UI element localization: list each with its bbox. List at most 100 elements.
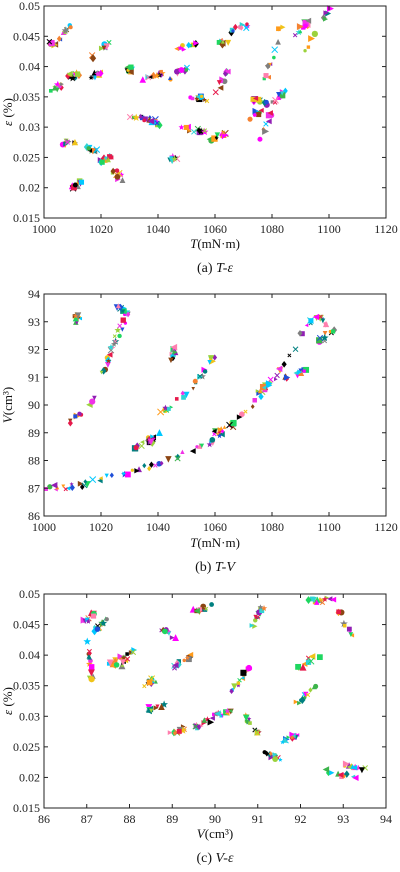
- data-point: [105, 157, 111, 163]
- data-point: [292, 33, 298, 38]
- data-point: [114, 168, 120, 173]
- plot-frame: [43, 5, 387, 219]
- x-tick-label: 92: [295, 812, 307, 826]
- data-point: [140, 440, 145, 445]
- data-point: [316, 334, 324, 342]
- x-tick-label: 1020: [89, 520, 113, 534]
- data-point: [216, 39, 222, 45]
- x-tick-label: 1100: [317, 520, 341, 534]
- x-tick-label: 1000: [32, 222, 56, 236]
- data-point: [236, 681, 241, 685]
- data-point: [206, 136, 213, 142]
- data-point: [61, 484, 66, 489]
- data-point: [113, 662, 120, 668]
- data-point: [220, 39, 225, 44]
- data-point: [207, 355, 215, 362]
- data-point: [199, 94, 204, 99]
- data-points: [80, 595, 369, 782]
- data-point: [83, 637, 92, 645]
- data-point: [170, 343, 178, 351]
- x-tick-label: 87: [81, 812, 93, 826]
- data-point: [275, 39, 281, 45]
- data-point: [239, 25, 244, 31]
- data-point: [106, 661, 111, 666]
- data-point: [112, 334, 117, 339]
- y-axis-label: ε (%): [0, 687, 15, 715]
- y-tick-label: 0.04: [19, 648, 40, 662]
- x-axis-label: T(mN·m): [190, 535, 240, 550]
- data-point: [78, 179, 85, 185]
- data-point: [172, 634, 180, 641]
- data-point: [346, 764, 352, 770]
- y-tick-label: 0.045: [13, 29, 40, 43]
- data-point: [190, 42, 196, 48]
- data-point: [246, 716, 252, 721]
- data-point: [303, 366, 310, 373]
- data-point: [180, 449, 185, 454]
- data-point: [72, 315, 79, 322]
- data-point: [272, 55, 276, 60]
- data-point: [105, 358, 112, 364]
- data-point: [274, 377, 278, 382]
- data-point: [97, 69, 104, 77]
- data-point: [103, 156, 108, 161]
- x-tick-label: 1040: [146, 520, 170, 534]
- data-point: [99, 619, 108, 627]
- data-point: [180, 43, 185, 48]
- data-point: [346, 626, 352, 632]
- data-point: [181, 395, 186, 400]
- data-point: [145, 74, 152, 81]
- data-point: [262, 127, 270, 135]
- data-point: [321, 596, 328, 602]
- data-point: [297, 329, 303, 337]
- data-point: [126, 113, 134, 121]
- y-tick-label: 0.025: [13, 740, 40, 754]
- data-point: [69, 74, 77, 82]
- data-point: [295, 733, 300, 737]
- data-point: [193, 723, 200, 730]
- data-point: [293, 699, 299, 705]
- data-point: [131, 647, 138, 653]
- data-point: [139, 76, 147, 83]
- data-point: [48, 39, 55, 47]
- data-point: [216, 432, 223, 439]
- x-tick-label: 88: [124, 812, 136, 826]
- data-point: [231, 683, 238, 690]
- data-point: [204, 606, 209, 611]
- data-point: [358, 767, 365, 774]
- data-point: [272, 96, 279, 104]
- data-point: [224, 707, 231, 714]
- data-point: [148, 75, 153, 80]
- data-point: [74, 312, 82, 320]
- data-point: [118, 171, 125, 178]
- data-point: [330, 596, 337, 603]
- data-point: [124, 471, 131, 478]
- data-point: [99, 159, 105, 165]
- data-point: [88, 664, 95, 670]
- data-point: [247, 116, 253, 122]
- data-point: [322, 331, 328, 336]
- data-point: [77, 411, 82, 417]
- data-point: [67, 419, 73, 427]
- y-tick-label: 86: [28, 509, 40, 523]
- data-point: [214, 132, 221, 138]
- data-point: [159, 69, 163, 74]
- data-point: [263, 121, 269, 127]
- data-point: [287, 353, 292, 358]
- data-point: [207, 718, 215, 726]
- data-point: [104, 617, 109, 622]
- data-point: [68, 25, 73, 30]
- data-point: [98, 45, 105, 52]
- data-point: [258, 393, 264, 401]
- data-point: [270, 100, 274, 104]
- data-point: [66, 70, 73, 77]
- data-point: [298, 29, 303, 34]
- data-point: [289, 731, 295, 737]
- data-point: [322, 766, 330, 773]
- data-point: [147, 117, 155, 125]
- data-point: [184, 68, 188, 72]
- data-point: [319, 597, 325, 603]
- data-point: [320, 333, 329, 342]
- data-point: [74, 71, 81, 77]
- x-tick-label: 1060: [203, 520, 227, 534]
